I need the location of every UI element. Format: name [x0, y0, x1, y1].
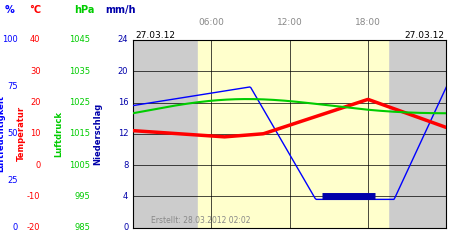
Text: 1035: 1035: [69, 67, 90, 76]
Text: Erstellt: 28.03.2012 02:02: Erstellt: 28.03.2012 02:02: [151, 216, 250, 225]
Text: 12: 12: [118, 129, 128, 138]
Text: Niederschlag: Niederschlag: [94, 102, 103, 165]
Text: -20: -20: [27, 223, 40, 232]
Text: mm/h: mm/h: [106, 5, 136, 15]
Text: 12:00: 12:00: [277, 18, 302, 27]
Text: -10: -10: [27, 192, 40, 201]
Text: Luftfeuchtigkeit: Luftfeuchtigkeit: [0, 95, 5, 172]
Bar: [198, 40, 387, 228]
Text: 0: 0: [35, 160, 40, 170]
Text: 27.03.12: 27.03.12: [135, 30, 175, 40]
Text: 24: 24: [118, 36, 128, 44]
Text: 1045: 1045: [69, 36, 90, 44]
Text: 1005: 1005: [69, 160, 90, 170]
Text: 1015: 1015: [69, 129, 90, 138]
Text: 40: 40: [30, 36, 40, 44]
Text: Temperatur: Temperatur: [17, 106, 26, 161]
Text: 30: 30: [30, 67, 40, 76]
Text: 18:00: 18:00: [355, 18, 381, 27]
Text: hPa: hPa: [74, 5, 94, 15]
Text: Luftdruck: Luftdruck: [54, 111, 63, 157]
Text: 75: 75: [7, 82, 18, 91]
Text: 985: 985: [74, 223, 90, 232]
Text: 25: 25: [8, 176, 18, 185]
Text: 27.03.12: 27.03.12: [404, 30, 444, 40]
Text: 06:00: 06:00: [198, 18, 224, 27]
Text: 50: 50: [8, 129, 18, 138]
Text: 0: 0: [13, 223, 18, 232]
Text: 0: 0: [123, 223, 128, 232]
Text: 10: 10: [30, 129, 40, 138]
Text: 4: 4: [123, 192, 128, 201]
Text: 8: 8: [123, 160, 128, 170]
Text: °C: °C: [29, 5, 41, 15]
Text: 20: 20: [30, 98, 40, 107]
Text: 995: 995: [74, 192, 90, 201]
Text: 20: 20: [118, 67, 128, 76]
Text: 1025: 1025: [69, 98, 90, 107]
Text: 16: 16: [117, 98, 128, 107]
Text: 100: 100: [2, 36, 18, 44]
Text: %: %: [4, 5, 14, 15]
